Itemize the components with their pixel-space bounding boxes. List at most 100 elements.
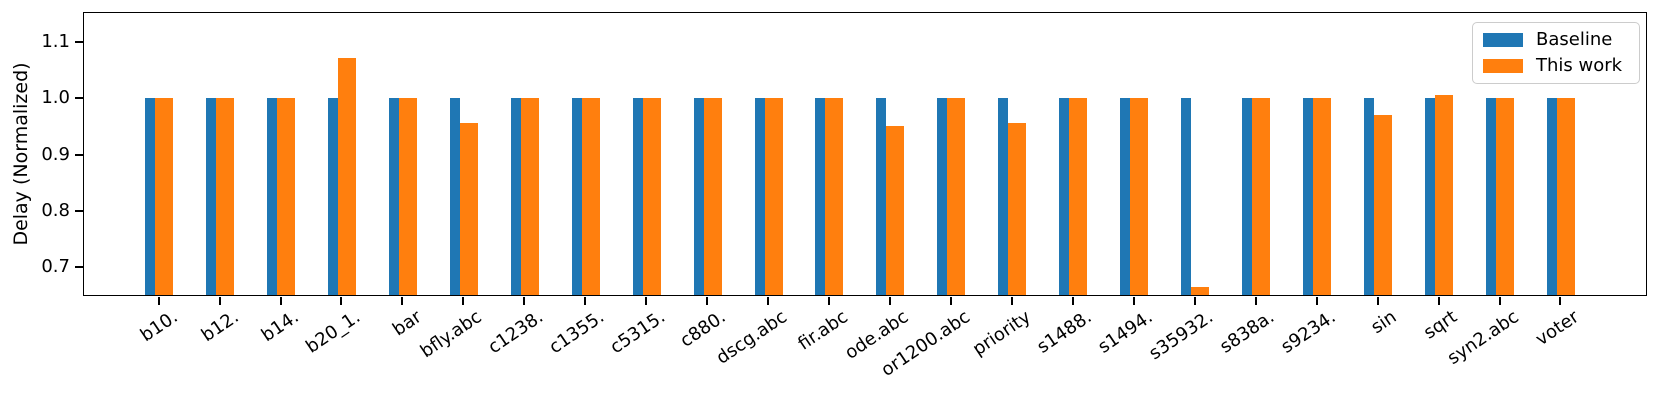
x-tick-label-bfly.abc: bfly.abc <box>417 306 486 363</box>
bar-this-work-c5315. <box>642 97 661 295</box>
x-tick-label-b12.: b12. <box>197 306 243 347</box>
x-tick-mark-or1200.abc <box>949 297 952 306</box>
x-tick-label-b20_1.: b20_1. <box>302 306 365 358</box>
x-tick-mark-s838a. <box>1254 297 1257 306</box>
legend-label-baseline: Baseline <box>1536 29 1613 50</box>
bar-this-work-voter <box>1556 97 1575 295</box>
bar-this-work-b10. <box>155 97 173 295</box>
y-tick-label-1.1: 1.1 <box>41 30 70 52</box>
bar-this-work-s9234. <box>1313 97 1332 295</box>
bar-this-work-sqrt <box>1434 94 1453 295</box>
y-tick-mark-1.1 <box>75 40 83 43</box>
bar-this-work-bfly.abc <box>459 122 478 295</box>
legend-entry-baseline: Baseline <box>1483 30 1629 50</box>
x-tick-mark-ode.abc <box>889 297 891 306</box>
x-tick-label-priority: priority <box>968 306 1035 361</box>
x-tick-mark-s1494. <box>1132 297 1135 306</box>
bar-this-work-s838a. <box>1252 97 1271 295</box>
bar-this-work-s35932. <box>1191 286 1210 295</box>
bar-this-work-syn2.abc <box>1495 97 1514 295</box>
y-tick-mark-1.0 <box>75 97 83 100</box>
bar-this-work-c1355. <box>581 97 600 295</box>
x-tick-mark-s9234. <box>1315 297 1318 306</box>
bar-this-work-fir.abc <box>825 97 844 295</box>
y-tick-mark-0.7 <box>75 266 83 269</box>
bar-this-work-dscg.abc <box>764 97 783 295</box>
x-tick-mark-fir.abc <box>828 297 831 306</box>
bar-baseline-voter <box>1546 97 1557 295</box>
x-tick-label-b14.: b14. <box>258 306 304 347</box>
legend-entry-this-work: This work <box>1483 54 1629 76</box>
y-tick-label-0.7: 0.7 <box>41 256 70 278</box>
bar-this-work-or1200.abc <box>947 97 966 295</box>
x-tick-mark-b10. <box>157 297 160 306</box>
x-tick-mark-sqrt <box>1437 297 1440 306</box>
bar-baseline-sin <box>1364 97 1374 295</box>
bar-this-work-bar <box>398 97 417 295</box>
x-tick-label-sqrt: sqrt <box>1420 306 1462 344</box>
this-work-color-swatch <box>1483 58 1523 73</box>
bar-this-work-c1238. <box>520 97 539 295</box>
x-tick-mark-c1355. <box>584 297 587 306</box>
x-tick-mark-bfly.abc <box>462 297 465 306</box>
bar-baseline-dscg.abc <box>754 97 765 295</box>
y-tick-mark-0.8 <box>75 210 83 212</box>
x-tick-label-voter: voter <box>1532 306 1584 351</box>
x-tick-mark-c5315. <box>645 297 648 306</box>
x-tick-mark-priority <box>1010 297 1013 306</box>
bar-baseline-fir.abc <box>815 97 826 295</box>
x-tick-mark-b14. <box>279 297 282 306</box>
x-tick-label-s838a.: s838a. <box>1216 306 1279 358</box>
bar-this-work-sin <box>1374 114 1392 295</box>
x-tick-mark-sin <box>1376 297 1379 306</box>
x-tick-mark-dscg.abc <box>767 297 770 306</box>
x-tick-mark-bar <box>401 297 404 306</box>
bar-baseline-sqrt <box>1424 97 1435 295</box>
x-tick-mark-c1238. <box>523 297 526 306</box>
legend: Baseline This work <box>1472 22 1640 84</box>
bar-baseline-s9234. <box>1303 97 1314 295</box>
x-tick-label-s35932.: s35932. <box>1145 306 1218 365</box>
x-tick-mark-voter <box>1559 297 1562 306</box>
x-tick-label-b10.: b10. <box>136 306 182 347</box>
bar-this-work-s1494. <box>1130 97 1149 295</box>
bar-baseline-s1488. <box>1059 97 1070 295</box>
x-tick-label-c1355.: c1355. <box>545 306 608 359</box>
bar-this-work-c880. <box>703 97 722 295</box>
x-tick-mark-b20_1. <box>340 297 343 306</box>
bar-baseline-b20_1. <box>327 97 338 295</box>
y-tick-label-0.9: 0.9 <box>41 143 70 165</box>
y-tick-label-0.8: 0.8 <box>41 200 70 221</box>
x-tick-label-c5315.: c5315. <box>606 306 669 359</box>
bar-baseline-s1494. <box>1120 97 1131 295</box>
bar-baseline-b14. <box>266 97 277 295</box>
legend-label-this-work: This work <box>1536 54 1623 76</box>
bar-this-work-priority <box>1008 122 1027 295</box>
x-tick-label-c1238.: c1238. <box>484 306 547 359</box>
bar-baseline-b12. <box>205 97 216 295</box>
x-tick-mark-b12. <box>218 297 221 306</box>
x-tick-label-bar: bar <box>388 306 426 341</box>
y-tick-mark-0.9 <box>75 153 83 156</box>
x-tick-label-s9234.: s9234. <box>1277 306 1340 358</box>
bar-baseline-syn2.abc <box>1485 97 1496 295</box>
bar-baseline-or1200.abc <box>937 97 948 295</box>
x-tick-label-s1488.: s1488. <box>1033 306 1096 358</box>
x-tick-mark-s35932. <box>1193 297 1196 306</box>
bar-baseline-c5315. <box>632 97 643 295</box>
baseline-color-swatch <box>1483 32 1523 47</box>
bar-baseline-b10. <box>145 97 155 295</box>
bar-baseline-ode.abc <box>876 97 887 295</box>
bar-baseline-c880. <box>693 97 704 295</box>
bar-baseline-s838a. <box>1242 97 1253 295</box>
bar-this-work-ode.abc <box>886 125 905 295</box>
x-tick-label-sin: sin <box>1367 306 1401 339</box>
bar-baseline-priority <box>998 97 1009 295</box>
x-tick-mark-syn2.abc <box>1498 297 1501 306</box>
bar-baseline-s35932. <box>1181 97 1192 295</box>
bar-this-work-b20_1. <box>337 58 356 295</box>
bar-baseline-c1355. <box>571 97 582 295</box>
bar-this-work-s1488. <box>1069 97 1088 295</box>
x-tick-mark-c880. <box>706 297 709 306</box>
